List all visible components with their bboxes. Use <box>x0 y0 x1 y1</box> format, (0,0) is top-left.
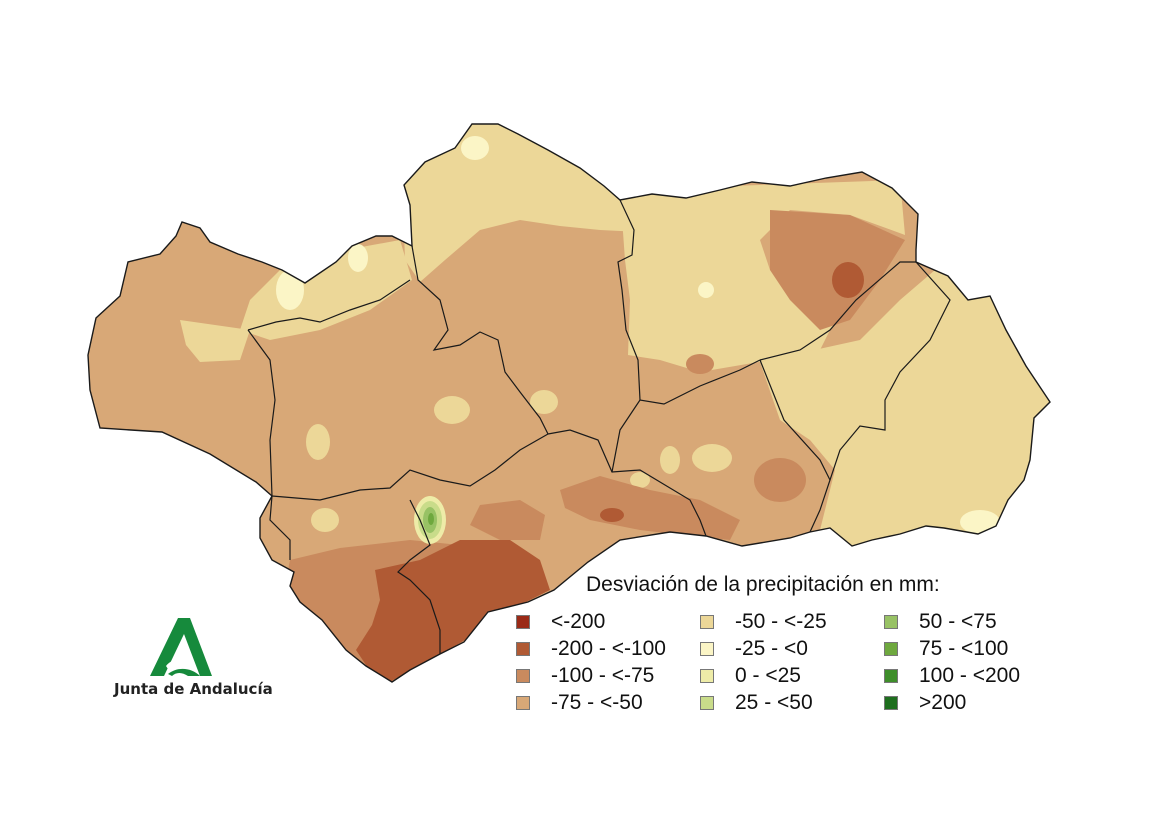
legend-item: 75 - <100 <box>884 635 1020 662</box>
legend-label: -50 - <-25 <box>735 609 827 633</box>
legend-item: >200 <box>884 689 1020 716</box>
legend-title: Desviación de la precipitación en mm: <box>586 573 940 596</box>
legend-label: -200 - <-100 <box>551 636 666 660</box>
legend-swatch <box>516 695 530 710</box>
legend-label: 50 - <75 <box>919 609 997 633</box>
legend-item: 0 - <25 <box>700 662 827 689</box>
legend-swatch <box>884 641 898 656</box>
legend-label: 0 - <25 <box>735 663 801 687</box>
legend-item: -50 - <-25 <box>700 608 827 635</box>
legend-swatch <box>884 614 898 629</box>
legend-swatch <box>516 641 530 656</box>
legend-swatch <box>700 668 714 683</box>
legend-label: -100 - <-75 <box>551 663 655 687</box>
legend-swatch <box>700 614 714 629</box>
legend-item: <-200 <box>516 608 666 635</box>
legend-item: -25 - <0 <box>700 635 827 662</box>
logo-text: Junta de Andalucía <box>114 680 273 698</box>
legend-swatch <box>516 614 530 629</box>
legend-label: 25 - <50 <box>735 690 813 714</box>
andalucia-a-logo-icon <box>150 618 212 676</box>
legend-column-3: 50 - <75 75 - <100 100 - <200 >200 <box>884 608 1020 716</box>
legend-column-2: -50 - <-25 -25 - <0 0 - <25 25 - <50 <box>700 608 827 716</box>
legend-item: 25 - <50 <box>700 689 827 716</box>
legend-label: -25 - <0 <box>735 636 808 660</box>
legend-item: -75 - <-50 <box>516 689 666 716</box>
legend-item: -100 - <-75 <box>516 662 666 689</box>
legend-swatch <box>884 668 898 683</box>
legend-swatch <box>700 641 714 656</box>
legend-label: -75 - <-50 <box>551 690 643 714</box>
legend-swatch <box>884 695 898 710</box>
legend-label: 75 - <100 <box>919 636 1009 660</box>
legend-column-1: <-200 -200 - <-100 -100 - <-75 -75 - <-5… <box>516 608 666 716</box>
legend-item: -200 - <-100 <box>516 635 666 662</box>
legend-swatch <box>516 668 530 683</box>
legend-swatch <box>700 695 714 710</box>
legend-label: <-200 <box>551 609 606 633</box>
legend-label: 100 - <200 <box>919 663 1021 687</box>
province-borders <box>247 199 951 654</box>
legend-item: 100 - <200 <box>884 662 1020 689</box>
legend-label: >200 <box>919 690 967 714</box>
legend-item: 50 - <75 <box>884 608 1020 635</box>
